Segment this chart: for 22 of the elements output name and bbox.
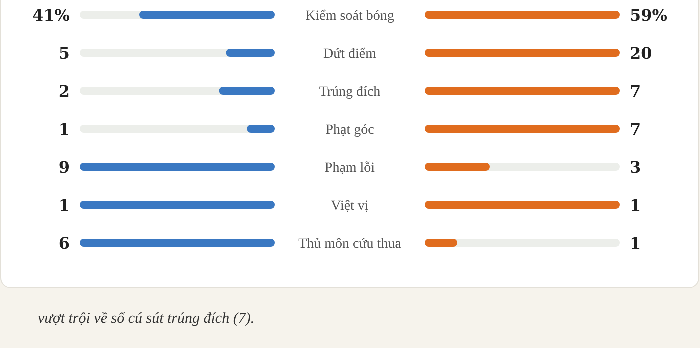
- text: vượt trội về số cú sút trúng đích (7).: [38, 311, 255, 327]
- data-label: 1: [630, 196, 642, 215]
- category-label: Dứt điểm: [323, 47, 377, 62]
- data-label: 20: [630, 44, 652, 63]
- data-label: 6: [58, 234, 70, 253]
- category-label: Thủ môn cứu thua: [298, 237, 402, 252]
- data-label: 1: [58, 196, 70, 215]
- category-label: Phạm lỗi: [324, 161, 376, 176]
- data-label: 7: [630, 82, 642, 101]
- data-label: 41%: [32, 6, 70, 25]
- category-label: Việt vị: [331, 199, 369, 214]
- data-label: 3: [630, 158, 642, 177]
- data-label: 5: [58, 44, 70, 63]
- category-label: Kiểm soát bóng: [306, 9, 394, 24]
- category-label: Trúng đích: [319, 85, 381, 100]
- data-label: 1: [58, 120, 70, 139]
- data-label: 1: [630, 234, 642, 253]
- data-label: 59%: [630, 6, 668, 25]
- data-label: 2: [58, 82, 70, 101]
- data-label: 9: [58, 158, 70, 177]
- category-label: Phạt góc: [326, 123, 374, 138]
- data-label: 7: [630, 120, 642, 139]
